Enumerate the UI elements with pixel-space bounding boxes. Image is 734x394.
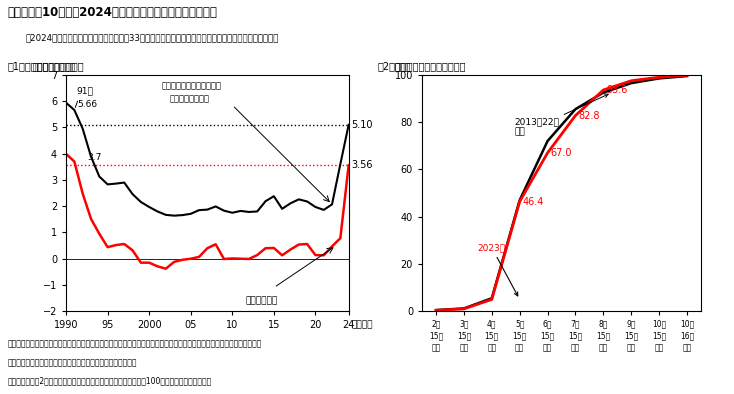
Text: 5.10: 5.10: [352, 120, 373, 130]
Text: （％）: （％）: [394, 63, 410, 72]
Text: 5.66: 5.66: [77, 100, 97, 109]
Text: 3.56: 3.56: [352, 160, 373, 170]
Text: 春季労使交渉での賃上げ率: 春季労使交渉での賃上げ率: [161, 82, 222, 91]
Text: 67.0: 67.0: [550, 148, 572, 158]
Text: 82.8: 82.8: [578, 111, 600, 121]
Text: （備考）１．日本労働組合総連合会「春季生活魘争回答集計結果」、中央労働委員会「賃金事情等総合調査」、厚生労働省: （備考）１．日本労働組合総連合会「春季生活魘争回答集計結果」、中央労働委員会「賃…: [7, 340, 262, 349]
Text: 46.4: 46.4: [523, 197, 544, 206]
Text: （年度）: （年度）: [352, 321, 373, 330]
Text: （前年度比、％）: （前年度比、％）: [32, 63, 75, 72]
Text: （2）改定後賃金の支給開始時期: （2）改定後賃金の支給開始時期: [378, 61, 467, 71]
Text: 3.7: 3.7: [87, 153, 101, 162]
Text: （1）賃上げ率の長期的推移: （1）賃上げ率の長期的推移: [7, 61, 84, 71]
Text: （定期昇給込み）: （定期昇給込み）: [170, 95, 210, 104]
Text: 2023年: 2023年: [478, 243, 517, 296]
Text: 93.6: 93.6: [606, 85, 628, 95]
Text: 2024年の春季労使交渉での賃上げ率は33年ぶりの高水準、今後夏場にかけて実際の賃金に反映が期待: 2024年の春季労使交渉での賃上げ率は33年ぶりの高水準、今後夏場にかけて実際の…: [26, 33, 279, 43]
Text: 91年: 91年: [77, 87, 94, 96]
Text: 2013～22年
平均: 2013～22年 平均: [514, 94, 608, 137]
Text: ベースアップ: ベースアップ: [245, 297, 277, 306]
Text: ２．（2）は調査産業計における「不詳」を除いた合計を100％として算出したもの。: ２．（2）は調査産業計における「不詳」を除いた合計を100％として算出したもの。: [7, 376, 211, 385]
Text: 「賃金引上げ等の実態に関する調査」により作成。: 「賃金引上げ等の実態に関する調査」により作成。: [7, 359, 137, 368]
Text: 第１－２－10図　　2024年の春季労使交渉での賃上げ率等: 第１－２－10図 2024年の春季労使交渉での賃上げ率等: [7, 6, 217, 19]
